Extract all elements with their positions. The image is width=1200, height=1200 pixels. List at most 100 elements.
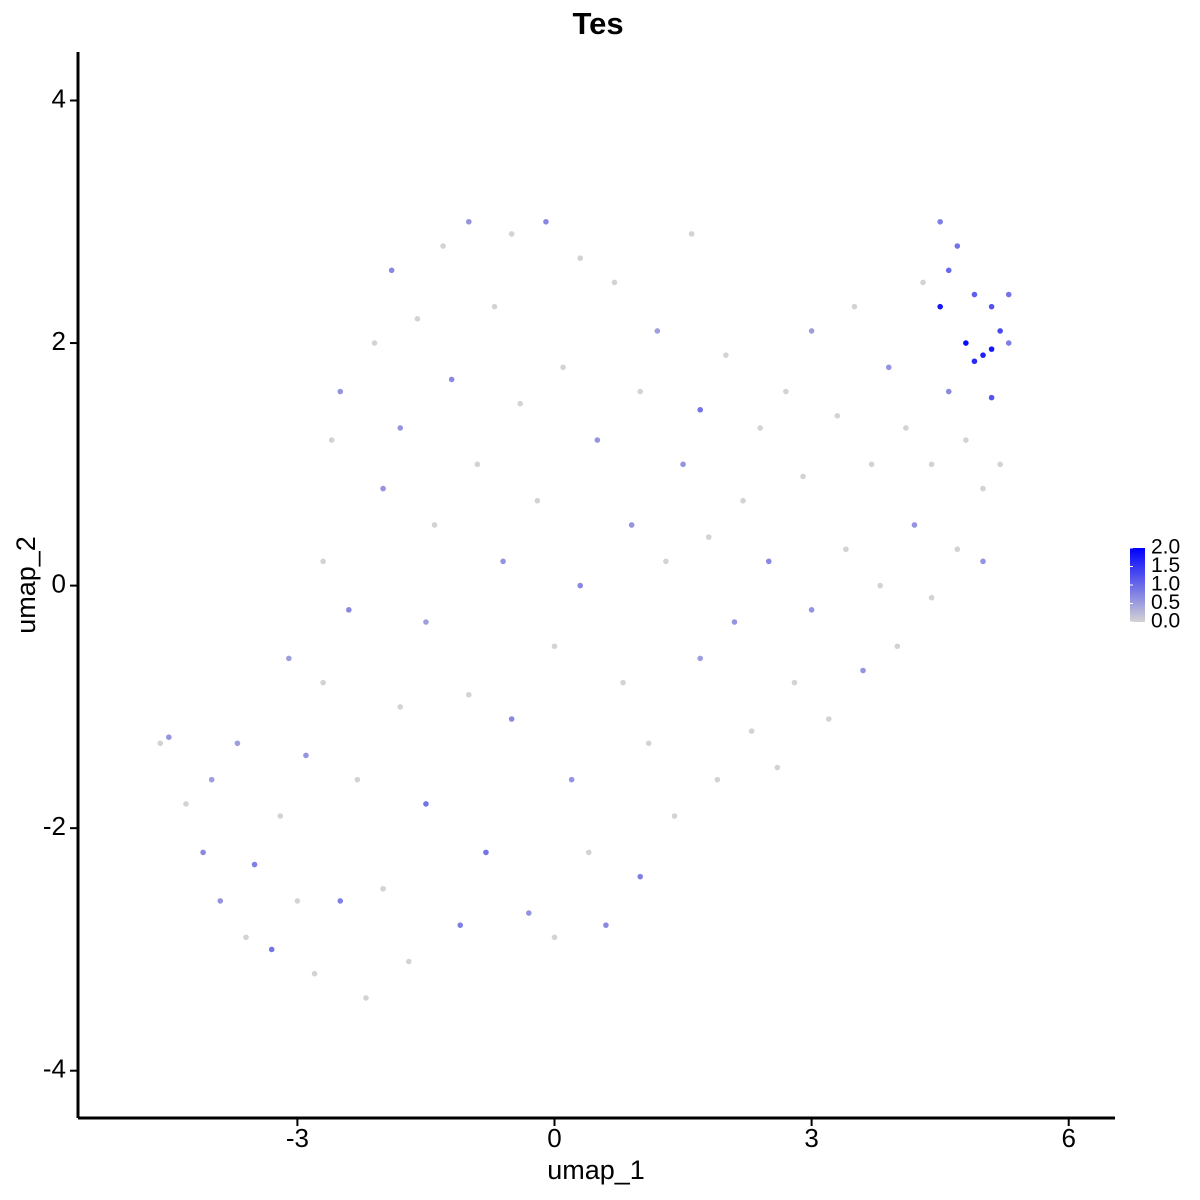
cell-point [654,328,661,334]
cell-point [980,558,986,565]
cell-point [303,752,309,759]
cell-point [466,218,472,225]
cell-point [808,328,815,334]
cell-point [577,582,584,589]
cell-point [903,425,909,431]
cell-point [380,485,386,492]
cell-point [680,461,686,468]
cell-point [337,898,344,904]
cell-point [483,849,489,856]
cell-point [697,406,703,413]
cell-point [508,231,515,237]
cell-point [988,303,995,310]
cell-point [808,607,815,613]
x-axis-title: umap_1 [547,1155,645,1185]
x-tick-label: 3 [804,1123,818,1153]
cell-point [423,801,429,807]
cell-point [731,619,738,625]
y-axis-title: umap_2 [11,536,41,634]
cell-point [860,667,866,674]
cell-point [920,279,926,286]
cell-point [311,970,318,977]
cell-point [585,849,592,856]
cell-point [551,934,558,941]
cell-point [560,364,566,371]
cell-point [980,485,986,492]
cell-point [1005,291,1012,298]
cell-point [183,801,189,807]
cell-point [911,522,918,528]
cell-point [988,394,995,401]
cell-point [620,679,626,686]
cell-point [166,734,172,740]
cell-point [645,740,652,747]
cell-point [440,243,446,249]
cell-point [971,358,978,365]
cell-point [894,643,901,650]
cell-point [474,461,481,468]
cell-point [448,376,455,383]
cell-point [603,922,609,928]
cell-point [928,594,935,601]
cell-point [508,716,515,722]
cell-point [851,303,858,310]
cell-point [740,497,746,504]
cell-point [234,740,241,747]
cell-point [457,922,464,928]
cell-point [577,255,584,261]
color-bar [1130,548,1145,622]
cell-point [320,679,326,686]
cell-point [534,497,541,504]
cell-point [885,364,892,371]
cell-point [500,558,506,565]
cell-point [217,898,224,904]
x-tick-label: -3 [286,1123,309,1153]
cell-point [937,218,943,225]
cell-point [268,946,275,953]
cell-point [637,388,644,395]
cell-point [637,873,644,880]
cell-point [431,522,438,528]
cell-point [243,934,249,941]
cell-point [688,231,695,237]
cell-point [517,400,524,407]
cell-point [963,437,969,443]
color-tick-label: 0.5 [1151,591,1180,614]
color-tick-label: 2.0 [1151,536,1180,559]
cell-point [825,716,832,722]
cell-point [380,885,386,892]
cell-point [200,849,206,856]
cell-point [363,995,369,1001]
cell-point [945,388,952,395]
color-tick-label: 1.5 [1151,554,1180,577]
cell-point [988,346,995,352]
cell-point [320,558,326,565]
cell-point [714,776,721,783]
color-tick-label: 1.0 [1151,573,1180,596]
cell-point [877,582,883,589]
cell-point [980,352,986,358]
y-tick-label: 2 [52,326,66,356]
x-tick-label: 0 [547,1123,561,1153]
cell-point [783,388,789,395]
cell-point [328,437,335,443]
cell-point [397,704,404,710]
cell-point [663,558,669,565]
cell-point [388,267,395,274]
cell-point [748,728,755,734]
cell-point [594,437,601,443]
cell-point [371,340,378,346]
y-tick-label: -2 [43,811,66,841]
cell-point [1005,340,1012,346]
cell-point [466,691,472,698]
cell-point [928,461,935,468]
cell-point [423,619,429,625]
cell-point [277,813,284,819]
cell-point [723,352,729,358]
cell-point [997,328,1003,334]
cell-point [525,910,532,916]
cell-point [843,546,849,553]
cell-point [868,461,875,468]
cell-point [791,679,798,686]
